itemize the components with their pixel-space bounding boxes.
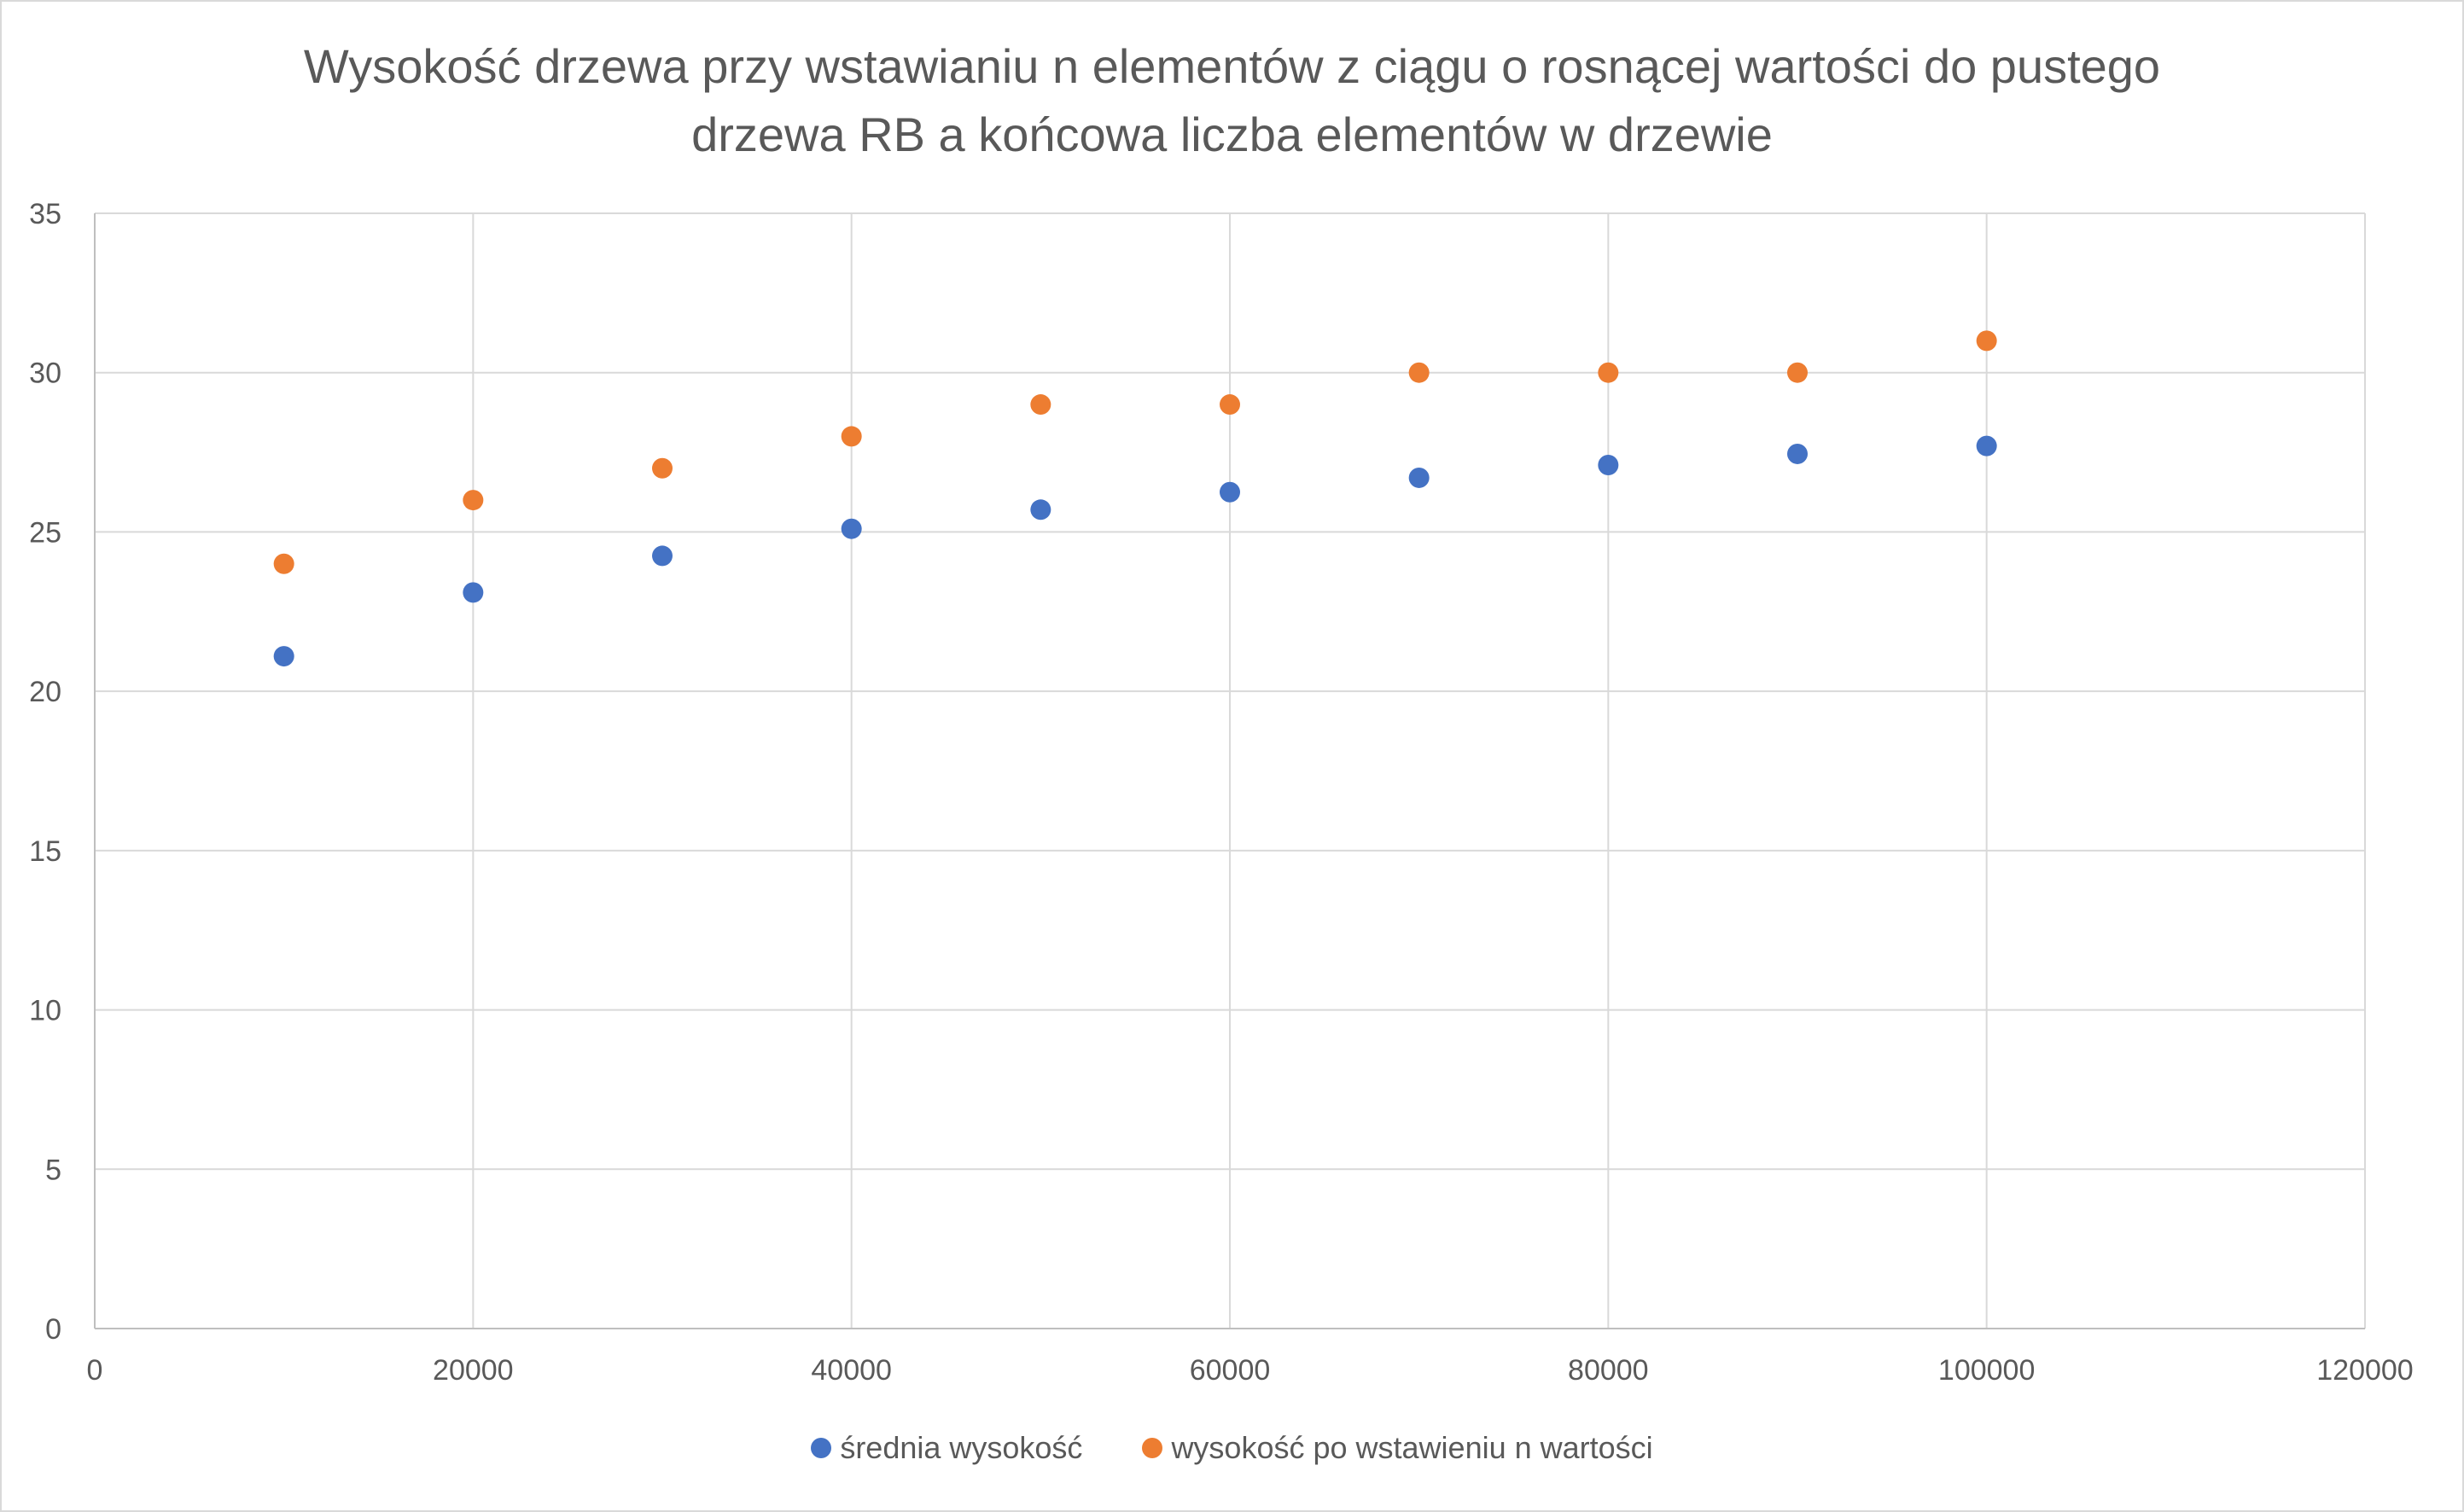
y-tick-label: 20 — [29, 676, 61, 708]
y-tick-label: 25 — [29, 516, 61, 549]
y-tick-label: 15 — [29, 835, 61, 868]
data-point-series-1 — [1976, 435, 1997, 457]
data-point-series-2 — [1030, 394, 1051, 416]
data-point-series-2 — [1408, 362, 1430, 383]
y-tick-label: 0 — [45, 1313, 61, 1346]
chart-title: Wysokość drzewa przy wstawianiu n elemen… — [0, 32, 2464, 169]
x-tick-label: 0 — [87, 1354, 103, 1387]
x-tick-label: 100000 — [1938, 1354, 2035, 1387]
y-tick-label: 10 — [29, 995, 61, 1027]
legend-item-series-1[interactable]: średnia wysokość — [811, 1430, 1082, 1466]
y-tick-label: 30 — [29, 358, 61, 390]
chart-title-line-2: drzewa RB a końcowa liczba elementów w d… — [691, 108, 1773, 161]
x-tick-label: 120000 — [2316, 1354, 2413, 1387]
legend-item-series-2[interactable]: wysokość po wstawieniu n wartości — [1142, 1430, 1653, 1466]
data-point-series-1 — [463, 582, 484, 603]
data-point-series-2 — [1598, 362, 1619, 383]
data-point-series-1 — [1030, 499, 1051, 520]
x-tick-label: 20000 — [433, 1354, 514, 1387]
data-point-series-2 — [273, 553, 294, 574]
data-point-series-2 — [1220, 394, 1240, 416]
data-points — [273, 330, 1997, 667]
data-point-series-2 — [1976, 330, 1997, 352]
data-point-series-1 — [1598, 455, 1619, 476]
legend: średnia wysokość wysokość po wstawieniu … — [0, 1430, 2464, 1466]
chart-title-line-1: Wysokość drzewa przy wstawianiu n elemen… — [303, 39, 2161, 93]
data-point-series-1 — [1787, 443, 1808, 464]
x-tick-label: 40000 — [811, 1354, 892, 1387]
y-tick-label: 5 — [45, 1154, 61, 1186]
data-point-series-1 — [652, 545, 673, 567]
data-point-series-1 — [273, 646, 294, 667]
data-point-series-2 — [841, 426, 862, 447]
data-point-series-1 — [841, 518, 862, 539]
x-tick-label: 60000 — [1190, 1354, 1271, 1387]
data-point-series-2 — [463, 490, 484, 511]
legend-label-series-1: średnia wysokość — [840, 1430, 1083, 1465]
grid-lines — [94, 212, 2366, 1329]
legend-marker-series-2 — [1142, 1438, 1163, 1458]
legend-marker-series-1 — [811, 1438, 832, 1458]
data-point-series-2 — [652, 457, 673, 479]
legend-label-series-2: wysokość po wstawieniu n wartości — [1171, 1430, 1653, 1465]
data-point-series-2 — [1787, 362, 1808, 383]
y-tick-label: 35 — [29, 198, 61, 230]
x-tick-label: 80000 — [1568, 1354, 1649, 1387]
data-point-series-1 — [1408, 467, 1430, 488]
data-point-series-1 — [1220, 481, 1240, 503]
tick-labels: 0 5 10 15 20 25 30 35 0 20000 40000 60000 80000 10000… — [29, 198, 2414, 1387]
